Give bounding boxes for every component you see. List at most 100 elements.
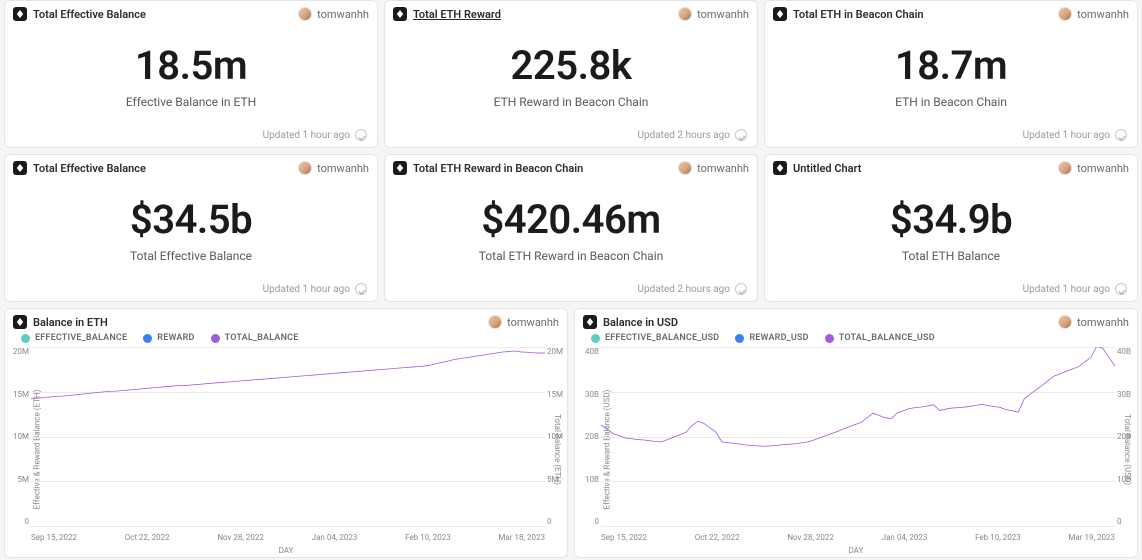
dune-logo-icon: [773, 7, 787, 21]
stat-value: $420.46m: [481, 196, 660, 243]
balance-eth-chart[interactable]: Balance in ETH tomwanhh EFFECTIVE_BALANCE R…: [4, 308, 568, 558]
x-tick: Nov 28, 2022: [787, 533, 834, 542]
y-tick: 15M: [7, 390, 29, 399]
stat-body: 225.8kETH Reward in Beacon Chain: [385, 21, 757, 129]
card-header: Total Effective Balance tomwanhh: [5, 1, 377, 21]
card-title[interactable]: Balance in ETH: [33, 316, 108, 329]
stat-card[interactable]: Total ETH in Beacon Chain tomwanhh18.7mET…: [764, 0, 1138, 148]
legend-item[interactable]: REWARD: [143, 333, 194, 343]
y-tick: 20M: [7, 347, 29, 356]
author[interactable]: tomwanhh: [1058, 161, 1129, 175]
y-tick: 15M: [547, 390, 569, 399]
card-title[interactable]: Balance in USD: [603, 316, 678, 329]
card-title[interactable]: Untitled Chart: [793, 162, 861, 175]
y-tick: 30B: [577, 390, 599, 399]
legend-item[interactable]: TOTAL_BALANCE_USD: [825, 333, 935, 343]
y-tick: 20M: [547, 347, 569, 356]
card-title[interactable]: Total Effective Balance: [33, 8, 146, 21]
legend-item[interactable]: EFFECTIVE_BALANCE_USD: [591, 333, 719, 343]
y-tick: 20B: [577, 432, 599, 441]
card-title[interactable]: Total Effective Balance: [33, 162, 146, 175]
legend-dot-icon: [143, 334, 152, 343]
y-ticks-left: 20M15M10M5M0: [7, 347, 29, 526]
legend-item[interactable]: EFFECTIVE_BALANCE: [21, 333, 127, 343]
legend-dot-icon: [735, 334, 744, 343]
legend-label: REWARD: [157, 333, 194, 343]
avatar-icon: [678, 7, 692, 21]
stat-card[interactable]: Untitled Chart tomwanhh $34.9b Total ETH Ba…: [764, 154, 1138, 302]
legend-dot-icon: [591, 334, 600, 343]
stat-value: $34.9b: [890, 196, 1012, 243]
dune-logo-icon: [13, 315, 27, 329]
updated-text: Updated 1 hour ago: [1023, 130, 1110, 141]
author-name: tomwanhh: [697, 8, 749, 21]
author-name: tomwanhh: [317, 8, 369, 21]
dune-logo-icon: [13, 161, 27, 175]
avatar-icon: [1058, 315, 1072, 329]
y-tick: 5M: [7, 475, 29, 484]
y-tick: 5M: [547, 475, 569, 484]
y-tick: 10M: [7, 432, 29, 441]
author[interactable]: tomwanhh: [678, 7, 749, 21]
x-tick: Mar 19, 2023: [1068, 533, 1115, 542]
card-header: Balance in USD tomwanhh: [575, 309, 1137, 329]
stat-card[interactable]: Total Effective Balance tomwanhh $34.5b Tot…: [4, 154, 378, 302]
x-tick: Nov 28, 2022: [217, 533, 264, 542]
stat-sublabel: Total ETH Reward in Beacon Chain: [479, 249, 664, 263]
author[interactable]: tomwanhh: [488, 315, 559, 329]
stat-sublabel: Total Effective Balance: [130, 249, 252, 263]
stat-body: $34.5b Total Effective Balance: [5, 175, 377, 283]
x-tick: Feb 10, 2023: [975, 533, 1021, 542]
card-footer: Updated 1 hour ago: [765, 129, 1137, 147]
stat-body: 18.5mEffective Balance in ETH: [5, 21, 377, 129]
card-header: Balance in ETH tomwanhh: [5, 309, 567, 329]
y-tick: 10B: [577, 475, 599, 484]
stat-body: 18.7mETH in Beacon Chain: [765, 21, 1137, 129]
y-tick: 0: [577, 517, 599, 526]
y-ticks-right: 40B30B20B10B0: [1117, 347, 1139, 526]
check-circle-icon: [355, 283, 367, 295]
legend-label: EFFECTIVE_BALANCE: [35, 333, 127, 343]
author[interactable]: tomwanhh: [1058, 315, 1129, 329]
legend-item[interactable]: TOTAL_BALANCE: [211, 333, 299, 343]
card-footer: Updated 1 hour ago: [5, 129, 377, 147]
stat-value: 18.5m: [135, 42, 247, 89]
x-tick: Oct 22, 2022: [695, 533, 740, 542]
author[interactable]: tomwanhh: [298, 7, 369, 21]
stat-value: $34.5b: [130, 196, 252, 243]
stat-card[interactable]: Total ETH Reward in Beacon Chain tomwanhh…: [384, 154, 758, 302]
balance-usd-chart[interactable]: Balance in USD tomwanhh EFFECTIVE_BALANCE_…: [574, 308, 1138, 558]
card-title[interactable]: Total ETH Reward in Beacon Chain: [413, 162, 583, 175]
updated-text: Updated 1 hour ago: [1023, 284, 1110, 295]
stat-sublabel: Total ETH Balance: [902, 249, 1000, 263]
stat-card[interactable]: Total Effective Balance tomwanhh18.5mEffe…: [4, 0, 378, 148]
author-name: tomwanhh: [317, 162, 369, 175]
updated-text: Updated 1 hour ago: [263, 130, 350, 141]
y-tick: 30B: [1117, 390, 1139, 399]
author[interactable]: tomwanhh: [298, 161, 369, 175]
check-circle-icon: [1115, 283, 1127, 295]
x-ticks: Sep 15, 2022Oct 22, 2022Nov 28, 2022Jan …: [31, 533, 545, 542]
card-footer: Updated 1 hour ago: [765, 283, 1137, 301]
check-circle-icon: [355, 129, 367, 141]
plot: [601, 347, 1115, 526]
stat-body: $420.46m Total ETH Reward in Beacon Chain: [385, 175, 757, 283]
legend-item[interactable]: REWARD_USD: [735, 333, 808, 343]
dune-logo-icon: [393, 7, 407, 21]
card-footer: Updated 2 hours ago: [385, 129, 757, 147]
card-title[interactable]: Total ETH Reward: [413, 8, 501, 21]
y-tick: 10M: [547, 432, 569, 441]
legend-dot-icon: [21, 334, 30, 343]
x-tick: Feb 10, 2023: [405, 533, 451, 542]
plot: [31, 347, 545, 526]
author[interactable]: tomwanhh: [1058, 7, 1129, 21]
card-title[interactable]: Total ETH in Beacon Chain: [793, 8, 924, 21]
updated-text: Updated 1 hour ago: [263, 284, 350, 295]
dune-logo-icon: [773, 161, 787, 175]
author[interactable]: tomwanhh: [678, 161, 749, 175]
dune-logo-icon: [393, 161, 407, 175]
chart-area: Effective & Reward Balance (ETH)Total Ba…: [31, 347, 545, 542]
stat-card[interactable]: Total ETH Reward tomwanhh225.8kETH Reward…: [384, 0, 758, 148]
avatar-icon: [678, 161, 692, 175]
y-ticks-right: 20M15M10M5M0: [547, 347, 569, 526]
